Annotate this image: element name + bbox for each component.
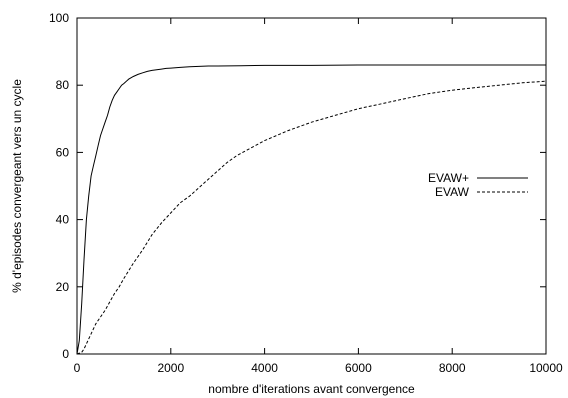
legend-label-evaw-plus: EVAW+ <box>428 171 469 185</box>
y-tick-label: 80 <box>56 78 70 92</box>
x-tick-label: 0 <box>74 361 81 375</box>
x-tick-label: 2000 <box>157 361 184 375</box>
series-lines <box>76 64 547 355</box>
y-tick-label: 0 <box>62 347 69 361</box>
x-tick-label: 6000 <box>345 361 372 375</box>
x-tick-label: 10000 <box>529 361 563 375</box>
x-tick-label: 8000 <box>439 361 466 375</box>
plot-frame <box>76 17 547 355</box>
y-tick-label: 20 <box>56 280 70 294</box>
y-axis-label: % d'episodes convergeant vers un cycle <box>10 79 24 293</box>
legend-label-evaw: EVAW <box>435 185 470 199</box>
series-line-evaw-plus <box>76 64 546 355</box>
y-tick-label: 60 <box>56 145 70 159</box>
y-axis: 0 20 40 60 80 100 <box>49 11 546 361</box>
x-tick-label: 4000 <box>251 361 278 375</box>
x-axis: 0 2000 4000 6000 8000 10000 <box>74 18 563 375</box>
legend: EVAW+ EVAW <box>428 171 528 199</box>
x-axis-label: nombre d'iterations avant convergence <box>208 382 415 396</box>
y-tick-label: 100 <box>49 11 69 25</box>
y-tick-label: 40 <box>56 213 70 227</box>
series-line-evaw <box>76 80 547 355</box>
